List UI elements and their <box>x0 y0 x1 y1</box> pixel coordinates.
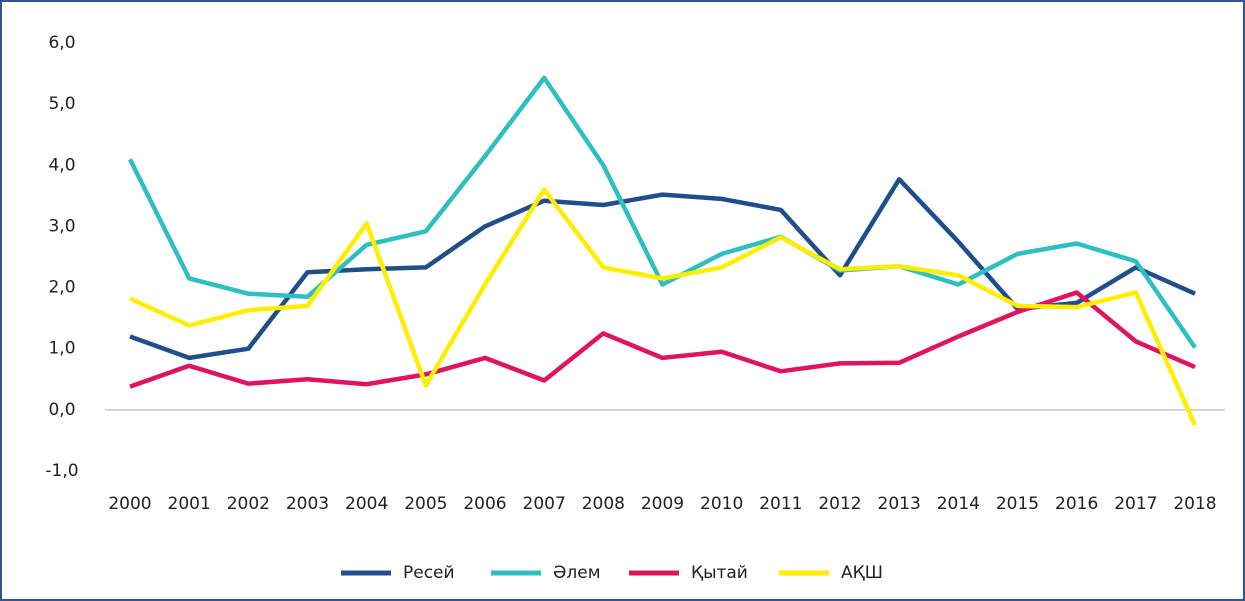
x-tick-label: 2000 <box>108 494 151 514</box>
y-tick-label: 1,0 <box>48 339 75 359</box>
x-tick-label: 2008 <box>582 494 625 514</box>
series-line <box>129 187 1198 427</box>
x-tick-label: 2014 <box>937 494 980 514</box>
x-tick-label: 2010 <box>700 494 743 514</box>
legend-label: Ресей <box>403 563 455 583</box>
x-tick-label: 2009 <box>641 494 684 514</box>
legend-label: АҚШ <box>841 563 883 583</box>
series-line <box>129 177 1196 361</box>
y-tick-label: 4,0 <box>48 155 75 175</box>
y-tick-label: 6,0 <box>48 33 75 53</box>
x-tick-label: 2005 <box>404 494 447 514</box>
x-tick-label: 2012 <box>818 494 861 514</box>
x-tick-label: 2015 <box>996 494 1039 514</box>
series-line <box>127 75 1197 349</box>
x-tick-label: 2006 <box>463 494 506 514</box>
y-tick-label: 3,0 <box>48 216 75 236</box>
series-line <box>129 290 1196 389</box>
legend-label: Қытай <box>691 563 748 583</box>
x-tick-label: 2004 <box>345 494 388 514</box>
x-tick-label: 2013 <box>878 494 921 514</box>
x-tick-label: 2018 <box>1173 494 1216 514</box>
x-tick-label: 2017 <box>1114 494 1157 514</box>
x-tick-label: 2007 <box>523 494 566 514</box>
y-tick-label: 2,0 <box>48 278 75 298</box>
y-tick-label: -1,0 <box>45 461 78 481</box>
x-tick-label: 2001 <box>168 494 211 514</box>
x-tick-label: 2002 <box>227 494 270 514</box>
legend-label: Әлем <box>553 563 601 583</box>
y-tick-label: 5,0 <box>48 94 75 114</box>
x-tick-label: 2011 <box>759 494 802 514</box>
x-tick-label: 2003 <box>286 494 329 514</box>
y-tick-label: 0,0 <box>48 400 75 420</box>
x-tick-label: 2016 <box>1055 494 1098 514</box>
